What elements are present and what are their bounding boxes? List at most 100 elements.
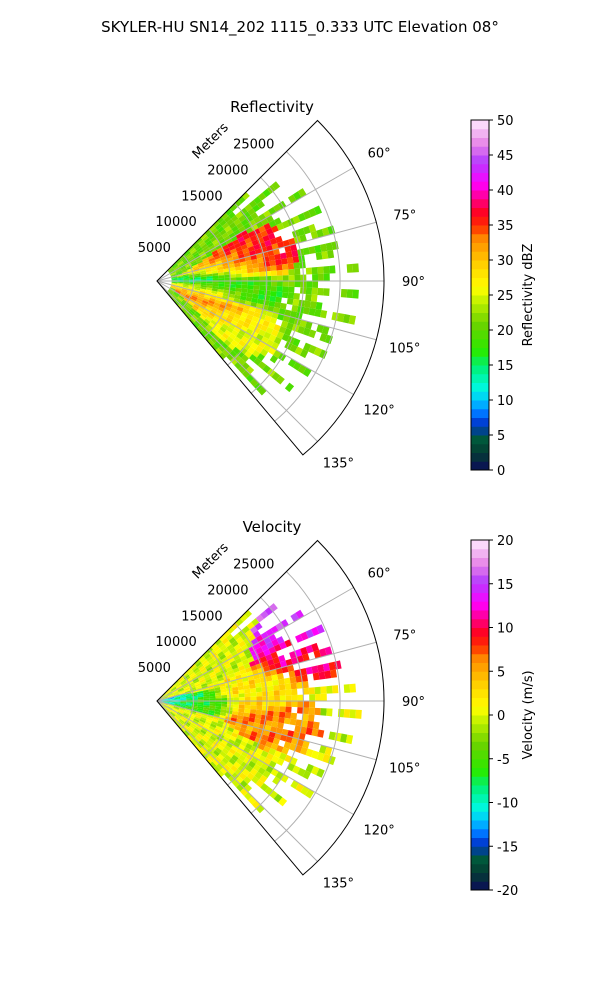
colorbar-step [471,356,489,366]
range-ring [250,597,304,814]
range-ring [250,177,304,394]
colorbar-tick-label: 20 [497,324,514,339]
colorbar-step [471,776,489,786]
colorbar-step [471,758,489,768]
colorbar-step [471,802,489,812]
azimuth-tick-label: 60° [368,567,391,582]
range-tick-label: 10000 [155,215,196,230]
colorbar: 0 5 10 15 20 25 30 35 40 45 50 Reflectivity dBZ [470,114,536,479]
colorbar-step [471,338,489,348]
azimuth-spoke [156,280,377,341]
colorbar-tick-label: -20 [497,884,518,899]
colorbar-step [471,408,489,418]
range-tick-label: 10000 [155,635,196,650]
colorbar-step [471,583,489,593]
colorbar-tick-label: -10 [497,797,518,812]
colorbar-step [471,688,489,698]
colorbar-step [471,767,489,777]
colorbar-step [471,855,489,865]
sector-frame [156,539,385,876]
range-tick-label: 20000 [207,163,248,178]
azimuth-spoke [156,700,377,761]
range-tick-label: 25000 [233,558,274,573]
polar-grid [156,571,384,862]
azimuth-spoke [156,280,354,395]
azimuth-spoke [156,641,377,702]
colorbar-step [471,382,489,392]
colorbar-step [471,233,489,243]
colorbar-step [471,793,489,803]
colorbar-step [471,268,489,278]
range-ring [227,622,268,786]
colorbar-step [471,181,489,191]
colorbar-step [471,592,489,602]
panel-title: Velocity [243,518,302,536]
colorbar-step [471,251,489,261]
colorbar-step [471,828,489,838]
colorbar-step [471,872,489,882]
colorbar-step [471,452,489,462]
colorbar-step [471,575,489,585]
colorbar-step [471,750,489,760]
azimuth-tick-label: 105° [389,341,420,356]
colorbar-step [471,566,489,576]
colorbar-step [471,216,489,226]
colorbar-tick-label: 10 [497,394,514,409]
colorbar-tick-label: 50 [497,114,514,129]
colorbar-step [471,723,489,733]
colorbar-step [471,706,489,716]
colorbar-tick-label: 5 [497,665,505,680]
colorbar-step [471,172,489,182]
colorbar-tick-label: 15 [497,359,514,374]
echo-field [166,181,359,396]
range-tick-label: 5000 [138,241,171,256]
azimuth-tick-label: 135° [323,876,354,891]
range-axis-label: Meters [190,540,232,582]
colorbar-tick-label: 45 [497,149,514,164]
colorbar-step [471,846,489,856]
range-ring [227,202,268,366]
colorbar-step [471,863,489,873]
colorbar-step [471,163,489,173]
azimuth-spoke [156,700,318,862]
range-tick-label: 25000 [233,138,274,153]
colorbar-step [471,680,489,690]
colorbar-step [471,627,489,637]
azimuth-tick-label: 120° [363,823,394,838]
colorbar-tick-label: 0 [497,709,505,724]
colorbar-step [471,601,489,611]
range-ring [203,228,231,338]
colorbar-step [471,881,489,891]
colorbar-step [471,732,489,742]
colorbar-step [471,373,489,383]
colorbar-step [471,330,489,340]
colorbar-step [471,540,489,550]
colorbar-step [471,120,489,130]
colorbar-step [471,391,489,401]
range-ring [180,674,195,730]
colorbar-step [471,128,489,138]
azimuth-tick-label: 90° [402,695,425,710]
polar-grid [156,151,384,442]
colorbar-step [471,837,489,847]
colorbar-label: Reflectivity dBZ [521,244,536,347]
colorbar-step [471,443,489,453]
range-ring [274,571,341,842]
colorbar-step [471,321,489,331]
colorbar-step [471,400,489,410]
range-tick-label: 15000 [181,189,222,204]
colorbar-step [471,303,489,313]
colorbar-label: Velocity (m/s) [521,670,536,759]
colorbar-step [471,662,489,672]
range-ring [180,254,195,310]
colorbar-step [471,190,489,200]
colorbar-tick-label: 0 [497,464,505,479]
azimuth-tick-label: 75° [393,209,416,224]
colorbar-step [471,820,489,830]
colorbar-step [471,260,489,270]
azimuth-tick-label: 75° [393,629,416,644]
azimuth-tick-label: 105° [389,761,420,776]
range-ring [274,151,341,422]
colorbar-step [471,312,489,322]
